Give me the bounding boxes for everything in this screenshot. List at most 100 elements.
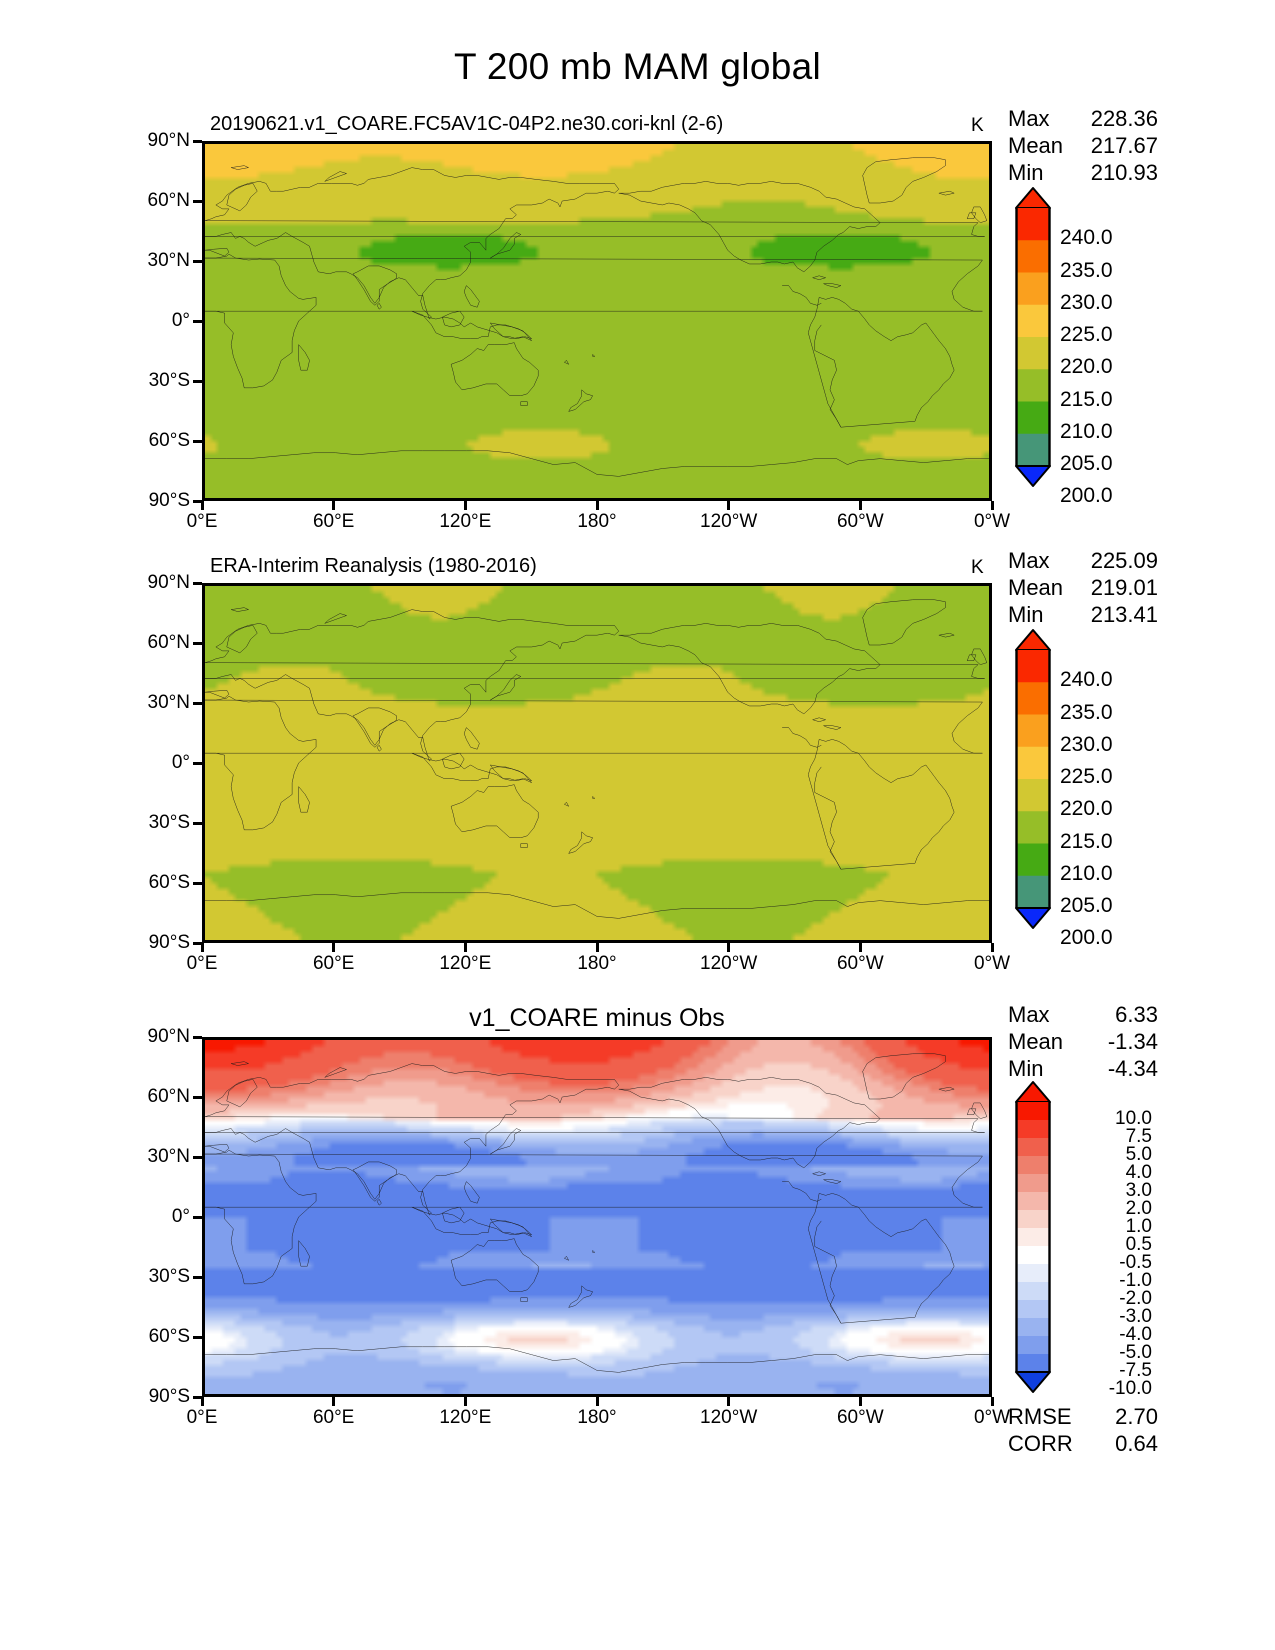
colorbar-tick-label: 205.0 (1060, 894, 1113, 917)
x-axis-label: 60°W (836, 511, 884, 532)
colorbar-tick-label: 7.5 (1125, 1126, 1152, 1147)
y-axis-tick (193, 881, 202, 885)
x-axis-tick (332, 501, 336, 510)
x-axis-tick (463, 1397, 467, 1406)
y-axis-label: 30°N (147, 250, 190, 271)
colorbar-tick-label: -4.0 (1119, 1324, 1152, 1345)
x-axis-tick (332, 943, 336, 952)
colorbar-tick-label: 220.0 (1060, 797, 1113, 821)
y-axis-tick (193, 1155, 202, 1159)
colorbar-tick-label: -7.5 (1119, 1360, 1152, 1381)
map-plot-obs[interactable] (202, 583, 992, 943)
y-axis-tick (193, 581, 202, 585)
colorbar-labels-test: 240.0 235.0 230.0 225.0 220.0 215.0 210.0 205.0… (1060, 186, 1170, 507)
colorbar-diff[interactable] (1014, 1080, 1052, 1394)
stat-row: Max 225.09 (1008, 547, 1158, 574)
x-axis-label: 0°W (973, 1407, 1011, 1428)
page-title: T 200 mb MAM global (454, 46, 821, 87)
x-axis-label: 180° (577, 953, 617, 974)
x-axis-label: 120°W (700, 1407, 758, 1428)
stat-row: Mean 219.01 (1008, 574, 1158, 601)
colorbar-swatches (1015, 1081, 1051, 1393)
x-axis-label: 120°E (439, 1407, 492, 1428)
stat-row: Mean 217.67 (1008, 132, 1158, 159)
x-axis-tick (727, 501, 731, 510)
colorbar-tick-label: 3.0 (1125, 1180, 1152, 1201)
x-axis-label: 120°W (700, 953, 758, 974)
colorbar-tick-label: 10.0 (1115, 1108, 1152, 1129)
metric-row: CORR 0.64 (1008, 1430, 1158, 1457)
colorbar-test[interactable] (1014, 186, 1052, 488)
y-axis-label: 0° (171, 752, 190, 773)
x-axis-tick (332, 1397, 336, 1406)
x-axis-label: 0°E (186, 953, 218, 974)
colorbar-tick-label: -10.0 (1108, 1378, 1152, 1399)
panel-units-test: K (971, 115, 984, 136)
colorbar-tick-label: 225.0 (1060, 765, 1113, 788)
colorbar-tick-label: 235.0 (1060, 258, 1113, 282)
x-axis-label: 60°E (312, 1407, 355, 1428)
colorbar-tick-label: 200.0 (1060, 926, 1113, 950)
y-axis-label: 30°S (148, 370, 190, 391)
colorbar-tick-label: -1.0 (1119, 1270, 1152, 1291)
stat-label: Min (1008, 160, 1044, 185)
y-axis-tick (193, 941, 202, 945)
stat-row: Min 213.41 (1008, 601, 1158, 628)
x-axis-label: 0°E (186, 511, 218, 532)
y-axis-label: 90°S (148, 932, 190, 953)
y-axis-tick (193, 379, 202, 383)
stat-row: Max 6.33 (1008, 1001, 1158, 1028)
y-axis-label: 0° (171, 310, 190, 331)
y-axis-label: 30°N (147, 692, 190, 713)
y-axis-tick (193, 1095, 202, 1099)
colorbar-tick-label: 200.0 (1060, 484, 1113, 508)
colorbar-tick-label: -2.0 (1119, 1288, 1152, 1309)
x-axis-tick (858, 501, 862, 510)
colorbar-tick-label: 220.0 (1060, 355, 1113, 379)
stat-label: Min (1008, 602, 1044, 627)
y-axis-tick (193, 139, 202, 143)
colorbar-tick-label: -0.5 (1119, 1252, 1152, 1273)
stats-obs: Max 225.09 Mean 219.01 Min 213.41 (1008, 547, 1158, 628)
colorbar-tick-label: 215.0 (1060, 829, 1113, 853)
y-axis-label: 60°S (148, 1326, 190, 1347)
colorbar-tick-label: 1.0 (1125, 1216, 1152, 1237)
panel-subtitle-obs: ERA-Interim Reanalysis (1980-2016) (210, 555, 537, 577)
y-axis-tick (193, 1275, 202, 1279)
metric-label: CORR (1008, 1431, 1073, 1456)
x-axis-tick (200, 501, 204, 510)
y-axis-label: 0° (171, 1206, 190, 1227)
coastline-overlay (205, 1040, 989, 1394)
y-axis-label: 30°N (147, 1146, 190, 1167)
stat-value: 219.01 (1090, 575, 1158, 600)
colorbar-tick-label: 5.0 (1125, 1144, 1152, 1165)
coastline-overlay (205, 586, 989, 940)
y-axis-label: 90°N (147, 572, 190, 593)
x-axis-tick (727, 943, 731, 952)
stat-label: Max (1008, 1002, 1050, 1027)
colorbar-tick-label: 210.0 (1060, 861, 1113, 885)
y-axis-label: 30°S (148, 1266, 190, 1287)
x-axis-tick (200, 1397, 204, 1406)
y-axis-tick (193, 1395, 202, 1399)
y-axis-tick (193, 761, 202, 765)
y-axis-tick (193, 199, 202, 203)
colorbar-tick-label: 4.0 (1125, 1162, 1152, 1183)
y-axis-label: 90°S (148, 1386, 190, 1407)
y-axis-tick (193, 319, 202, 323)
map-layer (205, 144, 989, 498)
x-axis-tick (200, 943, 204, 952)
colorbar-tick-label: 230.0 (1060, 732, 1113, 756)
colorbar-tick-label: 2.0 (1125, 1198, 1152, 1219)
colorbar-obs[interactable] (1014, 628, 1052, 930)
x-axis-label: 0°W (973, 511, 1011, 532)
map-plot-diff[interactable] (202, 1037, 992, 1397)
coastline-overlay (205, 144, 989, 498)
stat-label: Mean (1008, 575, 1064, 600)
y-axis-tick (193, 1035, 202, 1039)
colorbar-tick-label: 235.0 (1060, 700, 1113, 724)
metric-value: 2.70 (1115, 1404, 1158, 1429)
y-axis-label: 30°S (148, 812, 190, 833)
map-plot-test[interactable] (202, 141, 992, 501)
map-field-raster (205, 1040, 989, 1394)
